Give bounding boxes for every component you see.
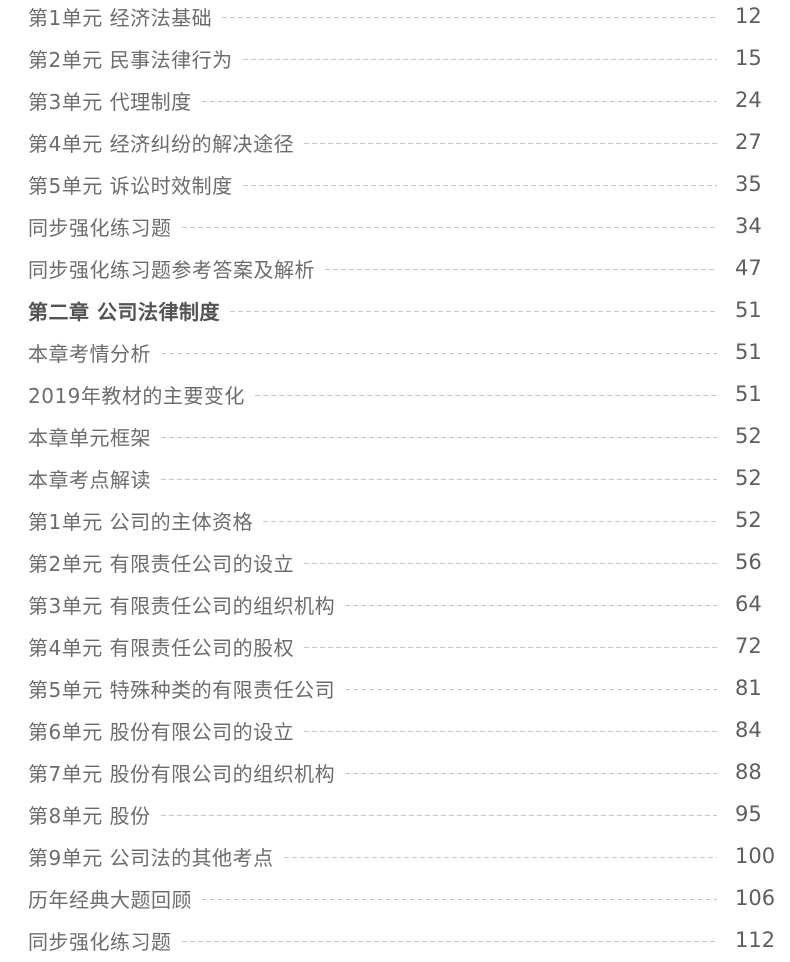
toc-entry[interactable]: 同步强化练习题 112 bbox=[28, 919, 790, 961]
toc-entry-page: 52 bbox=[735, 508, 762, 532]
toc-entry-title: 第6单元 股份有限公司的设立 bbox=[28, 719, 295, 744]
dotted-leader bbox=[345, 604, 717, 607]
toc-entry-page: 51 bbox=[735, 298, 762, 322]
toc-entry-page: 51 bbox=[735, 382, 762, 406]
toc-entry-page: 27 bbox=[735, 130, 762, 154]
dotted-leader bbox=[304, 730, 717, 733]
toc-entry[interactable]: 第6单元 股份有限公司的设立 84 bbox=[28, 709, 790, 751]
toc-entry[interactable]: 第3单元 有限责任公司的组织机构 64 bbox=[28, 583, 790, 625]
toc-entry-title: 第4单元 有限责任公司的股权 bbox=[28, 635, 295, 660]
dotted-leader bbox=[161, 352, 717, 355]
toc-entry[interactable]: 同步强化练习题参考答案及解析 47 bbox=[28, 247, 790, 289]
toc-entry-title: 同步强化练习题 bbox=[28, 215, 172, 240]
toc-list: 第1单元 经济法基础 12 第2单元 民事法律行为 15 第3单元 代理制度 2… bbox=[28, 0, 790, 961]
toc-entry-page: 35 bbox=[735, 172, 762, 196]
toc-entry-title: 第5单元 特殊种类的有限责任公司 bbox=[28, 677, 336, 702]
toc-entry[interactable]: 第5单元 特殊种类的有限责任公司 81 bbox=[28, 667, 790, 709]
dotted-leader bbox=[181, 940, 717, 943]
toc-entry-page: 12 bbox=[735, 4, 762, 28]
toc-entry-title: 第3单元 代理制度 bbox=[28, 89, 192, 114]
toc-entry[interactable]: 同步强化练习题 34 bbox=[28, 205, 790, 247]
toc-entry[interactable]: 第3单元 代理制度 24 bbox=[28, 79, 790, 121]
dotted-leader bbox=[229, 310, 717, 313]
toc-entry-page: 15 bbox=[735, 46, 762, 70]
dotted-leader bbox=[304, 646, 717, 649]
dotted-leader bbox=[325, 268, 717, 271]
dotted-leader bbox=[263, 520, 717, 523]
toc-entry-title: 第4单元 经济纠纷的解决途径 bbox=[28, 131, 295, 156]
toc-entry-title: 第9单元 公司法的其他考点 bbox=[28, 845, 274, 870]
toc-entry-page: 81 bbox=[735, 676, 762, 700]
toc-entry-page: 56 bbox=[735, 550, 762, 574]
toc-entry-page: 100 bbox=[735, 844, 776, 868]
toc-entry-page: 95 bbox=[735, 802, 762, 826]
toc-entry[interactable]: 第4单元 经济纠纷的解决途径 27 bbox=[28, 121, 790, 163]
dotted-leader bbox=[161, 436, 717, 439]
toc-entry-page: 52 bbox=[735, 466, 762, 490]
toc-entry-page: 51 bbox=[735, 340, 762, 364]
dotted-leader bbox=[345, 688, 717, 691]
toc-entry-title: 2019年教材的主要变化 bbox=[28, 383, 245, 408]
toc-entry[interactable]: 第1单元 经济法基础 12 bbox=[28, 0, 790, 37]
toc-entry[interactable]: 第二章 公司法律制度 51 bbox=[28, 289, 790, 331]
dotted-leader bbox=[201, 100, 717, 103]
toc-entry-page: 88 bbox=[735, 760, 762, 784]
toc-entry-title: 同步强化练习题 bbox=[28, 929, 172, 954]
toc-entry-title: 第3单元 有限责任公司的组织机构 bbox=[28, 593, 336, 618]
toc-entry-title: 同步强化练习题参考答案及解析 bbox=[28, 257, 315, 282]
toc-entry[interactable]: 第4单元 有限责任公司的股权 72 bbox=[28, 625, 790, 667]
toc-entry-page: 52 bbox=[735, 424, 762, 448]
toc-entry-title: 本章单元框架 bbox=[28, 425, 151, 450]
toc-entry-title: 历年经典大题回顾 bbox=[28, 887, 192, 912]
toc-entry-title: 第二章 公司法律制度 bbox=[28, 299, 220, 324]
toc-entry[interactable]: 第2单元 民事法律行为 15 bbox=[28, 37, 790, 79]
toc-entry[interactable]: 第5单元 诉讼时效制度 35 bbox=[28, 163, 790, 205]
toc-entry[interactable]: 本章考点解读 52 bbox=[28, 457, 790, 499]
toc-entry-title: 第2单元 有限责任公司的设立 bbox=[28, 551, 295, 576]
toc-entry-page: 64 bbox=[735, 592, 762, 616]
toc-entry-title: 第8单元 股份 bbox=[28, 803, 151, 828]
toc-entry[interactable]: 本章考情分析 51 bbox=[28, 331, 790, 373]
toc-entry[interactable]: 2019年教材的主要变化 51 bbox=[28, 373, 790, 415]
dotted-leader bbox=[345, 772, 717, 775]
dotted-leader bbox=[222, 16, 717, 19]
toc-entry-title: 第7单元 股份有限公司的组织机构 bbox=[28, 761, 336, 786]
toc-entry-page: 112 bbox=[735, 928, 776, 952]
dotted-leader bbox=[304, 142, 717, 145]
dotted-leader bbox=[283, 856, 717, 859]
toc-entry[interactable]: 第2单元 有限责任公司的设立 56 bbox=[28, 541, 790, 583]
toc-entry-title: 第1单元 公司的主体资格 bbox=[28, 509, 254, 534]
dotted-leader bbox=[304, 562, 717, 565]
toc-entry[interactable]: 第1单元 公司的主体资格 52 bbox=[28, 499, 790, 541]
toc-entry-page: 47 bbox=[735, 256, 762, 280]
toc-entry-page: 84 bbox=[735, 718, 762, 742]
toc-entry-title: 本章考情分析 bbox=[28, 341, 151, 366]
toc-entry-page: 106 bbox=[735, 886, 776, 910]
toc-entry[interactable]: 第9单元 公司法的其他考点 100 bbox=[28, 835, 790, 877]
dotted-leader bbox=[242, 58, 717, 61]
toc-entry-title: 第5单元 诉讼时效制度 bbox=[28, 173, 233, 198]
dotted-leader bbox=[254, 394, 717, 397]
toc-entry[interactable]: 第8单元 股份 95 bbox=[28, 793, 790, 835]
toc-entry[interactable]: 历年经典大题回顾 106 bbox=[28, 877, 790, 919]
toc-entry-page: 72 bbox=[735, 634, 762, 658]
toc-entry-page: 24 bbox=[735, 88, 762, 112]
toc-entry-title: 本章考点解读 bbox=[28, 467, 151, 492]
toc-entry-title: 第1单元 经济法基础 bbox=[28, 5, 213, 30]
dotted-leader bbox=[242, 184, 717, 187]
dotted-leader bbox=[160, 814, 717, 817]
toc-entry-page: 34 bbox=[735, 214, 762, 238]
dotted-leader bbox=[202, 898, 717, 901]
toc-entry[interactable]: 本章单元框架 52 bbox=[28, 415, 790, 457]
toc-entry-title: 第2单元 民事法律行为 bbox=[28, 47, 233, 72]
toc-entry[interactable]: 第7单元 股份有限公司的组织机构 88 bbox=[28, 751, 790, 793]
dotted-leader bbox=[161, 478, 717, 481]
dotted-leader bbox=[181, 226, 717, 229]
